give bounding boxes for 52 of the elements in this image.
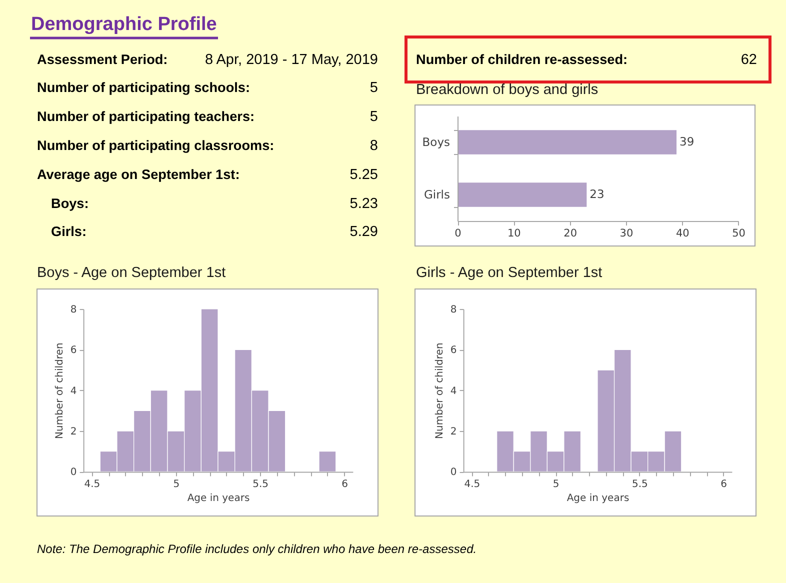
y-tick-label: Girls: [424, 187, 450, 202]
y-tick-label: Boys: [422, 134, 450, 149]
y-tick-label: 2: [70, 426, 77, 438]
text: Note: The Demographic Profile includes only children who have been re-assessed.: [37, 542, 477, 556]
x-tick-label: 10: [507, 228, 521, 240]
chart-title: Breakdown of boys and girls: [416, 82, 598, 98]
x-tick-label: 5.5: [632, 479, 648, 490]
data-label: 23: [590, 186, 604, 201]
text: Number of participating classrooms:: [37, 138, 274, 153]
chart-title: Girls - Age on September 1st: [416, 265, 602, 281]
text: Number of participating schools:: [37, 80, 250, 95]
x-tick-label: 30: [620, 228, 634, 240]
y-axis-title: Number of children: [54, 342, 66, 439]
data-label: 39: [680, 134, 694, 148]
x-tick-label: 4.5: [84, 479, 100, 490]
text: Girls:: [51, 224, 87, 239]
text: 5.29: [350, 224, 378, 240]
y-tick-label: 0: [70, 467, 77, 478]
y-tick-label: 4: [70, 386, 77, 397]
x-tick-label: 5: [552, 479, 560, 490]
y-tick-label: 0: [450, 467, 457, 478]
text: 5.25: [350, 167, 378, 183]
y-tick-label: 8: [450, 304, 457, 316]
text: 5.23: [350, 196, 378, 212]
x-tick-label: 4.5: [464, 479, 480, 490]
y-tick-label: 8: [70, 304, 77, 316]
text: 5: [370, 80, 378, 96]
x-axis-title: Age in years: [187, 493, 250, 504]
y-tick-label: 6: [70, 345, 77, 356]
text: 8: [370, 138, 378, 154]
y-tick-label: 6: [450, 345, 457, 356]
x-tick-label: 6: [720, 479, 727, 490]
x-tick-label: 5.5: [252, 479, 269, 490]
text: Assessment Period:: [37, 52, 168, 67]
text: Number of participating teachers:: [37, 109, 255, 124]
text: Demographic Profile: [31, 14, 217, 35]
x-axis-title: Age in years: [566, 493, 630, 504]
text: Boys:: [51, 196, 89, 211]
text: Average age on September 1st:: [37, 167, 240, 182]
text: Number of children re-assessed:: [416, 52, 628, 67]
text: 5: [370, 109, 378, 125]
chart-title: Boys - Age on September 1st: [37, 265, 226, 281]
x-tick-label: 6: [342, 479, 348, 490]
x-tick-label: 50: [732, 228, 746, 240]
y-tick-label: 2: [450, 426, 457, 438]
text: 8 Apr, 2019 - 17 May, 2019: [204, 52, 378, 68]
x-tick-label: 20: [564, 228, 578, 240]
text: 62: [740, 52, 757, 68]
y-axis-title: Number of children: [434, 342, 446, 439]
x-tick-label: 5: [173, 479, 180, 490]
y-tick-label: 4: [450, 386, 457, 397]
x-tick-label: 40: [676, 228, 690, 240]
